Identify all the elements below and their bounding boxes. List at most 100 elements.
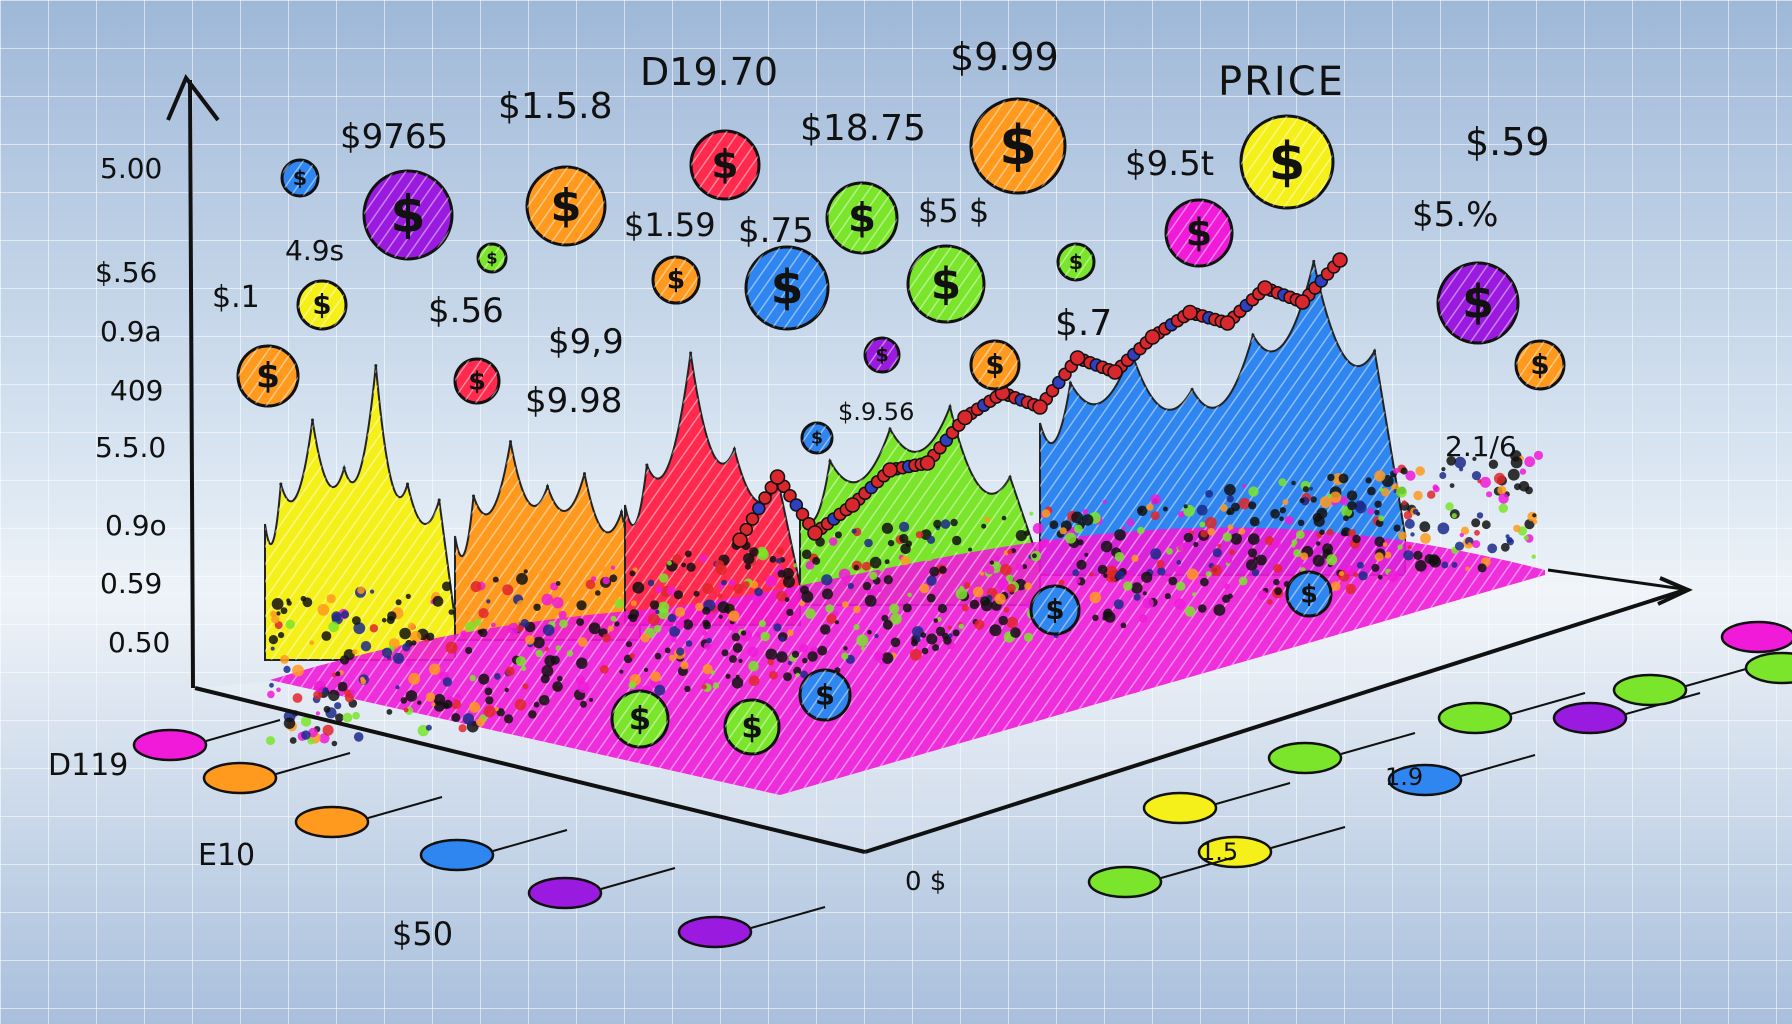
x-axis-right-line — [864, 588, 1686, 854]
scatter-dot — [300, 716, 312, 727]
trend-point — [1032, 399, 1048, 415]
price-annotation: $1.5.8 — [498, 86, 613, 127]
scatter-dot — [793, 666, 802, 675]
scatter-dot — [369, 624, 379, 633]
floor-coin-icon — [1744, 651, 1792, 685]
scatter-dot — [728, 579, 736, 587]
scatter-dot — [276, 611, 281, 616]
scatter-dot — [767, 659, 774, 666]
scatter-dot — [1198, 604, 1207, 613]
scatter-dot — [417, 700, 422, 705]
scatter-dot — [795, 672, 800, 678]
area-peak-point — [1190, 387, 1194, 391]
scatter-dot — [1310, 496, 1317, 503]
scatter-dot — [360, 678, 367, 685]
scatter-dot — [1273, 578, 1280, 586]
scatter-dot — [1312, 512, 1322, 523]
scatter-dot — [595, 590, 601, 596]
scatter-dot — [955, 545, 963, 553]
scatter-dot — [926, 633, 938, 645]
scatter-dot — [1354, 500, 1366, 512]
scatter-dot — [664, 647, 671, 654]
scatter-dot — [1162, 506, 1168, 512]
scatter-dot — [478, 673, 490, 685]
dollar-coin-icon: $ — [1056, 242, 1096, 282]
svg-text:$: $ — [1186, 211, 1212, 255]
scatter-dot — [1126, 518, 1135, 527]
scatter-dot — [451, 713, 461, 722]
scatter-dot — [1150, 494, 1161, 505]
scatter-dot — [800, 670, 808, 679]
scatter-dot — [326, 594, 336, 604]
x-axis-mark-label: E10 — [198, 838, 255, 873]
scatter-dot — [853, 605, 861, 614]
scatter-dot — [800, 585, 809, 595]
scatter-dot — [1176, 581, 1186, 591]
area-peak-point — [437, 498, 441, 502]
scatter-dot — [853, 624, 860, 631]
scatter-dot — [1404, 518, 1415, 529]
scatter-dot — [1075, 578, 1081, 584]
scatter-dot — [699, 554, 708, 562]
trend-point — [1144, 329, 1161, 345]
scatter-dot — [1183, 504, 1188, 509]
scatter-dot — [1006, 616, 1018, 629]
scatter-dot — [432, 595, 444, 607]
floor-coin-icon — [1197, 826, 1346, 869]
svg-text:$: $ — [390, 185, 425, 244]
scatter-dot — [321, 631, 332, 641]
scatter-dot — [1224, 484, 1236, 496]
scatter-dot — [838, 568, 851, 581]
scatter-dot — [470, 581, 482, 593]
scatter-dot — [948, 633, 953, 638]
scatter-dot — [747, 646, 759, 658]
area-peak-point — [1312, 259, 1316, 263]
svg-text:$: $ — [550, 179, 581, 232]
scatter-dot — [614, 598, 624, 609]
scatter-dot — [765, 575, 778, 588]
scatter-dot — [1338, 473, 1349, 484]
scatter-dot — [884, 559, 890, 565]
area-peak-point — [888, 427, 892, 431]
scatter-dot — [1199, 521, 1206, 528]
scatter-dot — [1330, 581, 1341, 591]
scatter-dot — [1092, 614, 1099, 621]
y-tick-label: 0.9a — [100, 315, 162, 348]
scatter-dot — [1230, 533, 1242, 545]
scatter-dot — [1049, 520, 1059, 530]
scatter-dot — [462, 713, 475, 725]
scatter-dot — [950, 518, 958, 527]
floor-coin-icon — [527, 867, 676, 910]
scatter-dot — [909, 648, 922, 661]
scatter-dot — [521, 666, 527, 672]
scatter-dot — [883, 575, 893, 585]
floor-coin-icon — [132, 719, 281, 762]
scatter-dot — [1398, 531, 1407, 541]
dollar-coin-icon: $ — [744, 245, 830, 331]
scatter-dot — [728, 621, 738, 631]
scatter-dot — [1371, 563, 1380, 572]
price-annotation: $.56 — [428, 291, 504, 331]
scatter-dot — [940, 519, 951, 529]
scatter-dot — [1327, 473, 1335, 482]
scatter-dot — [301, 730, 311, 740]
scatter-dot — [542, 624, 555, 636]
scatter-dot — [559, 619, 568, 628]
area-peak-point — [279, 482, 283, 486]
scatter-dot — [568, 596, 575, 604]
scatter-dot — [1299, 497, 1305, 504]
scatter-dot — [381, 617, 387, 623]
scatter-dot — [1405, 470, 1416, 481]
scatter-dot — [340, 610, 350, 619]
scatter-dot — [834, 531, 842, 539]
axes — [166, 74, 1693, 854]
scatter-dot — [989, 560, 995, 565]
scatter-dot — [1295, 530, 1305, 540]
scatter-dot — [1352, 534, 1361, 544]
scatter-dot — [402, 643, 411, 652]
area-peak-point — [546, 484, 549, 488]
scatter-dot — [1058, 579, 1065, 586]
scatter-dot — [728, 610, 740, 622]
scatter-dot — [520, 619, 529, 628]
dollar-coin-icon: $ — [453, 357, 501, 405]
